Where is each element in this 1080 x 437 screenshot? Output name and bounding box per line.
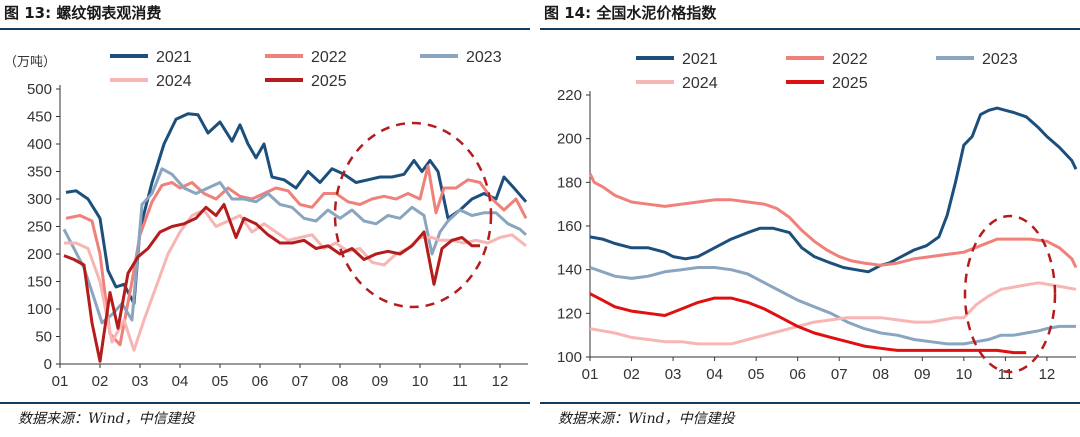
y-tick-label: 220 [557, 87, 582, 104]
unit-label: （万吨） [4, 54, 56, 69]
title-rule [540, 28, 1080, 30]
highlight-ellipse [963, 214, 1057, 374]
highlight-ellipse [333, 121, 493, 309]
y-tick-label: 100 [557, 349, 582, 366]
y-tick-label: 200 [27, 246, 52, 263]
x-tick-label: 01 [52, 373, 69, 390]
x-tick-label: 12 [492, 373, 509, 390]
chart-panel-steel: 图 13: 螺纹钢表观消费 0 50 100 150 200 250 300 350 400 45… [0, 0, 530, 437]
x-tick-label: 11 [998, 366, 1014, 383]
series-line-2025 [589, 292, 1027, 355]
y-tick-label: 0 [44, 356, 52, 373]
y-tick-label: 180 [557, 174, 582, 191]
series-line-2025 [63, 203, 480, 363]
source-rule [540, 402, 1080, 404]
series-line-2024 [64, 208, 527, 352]
x-tick-label: 05 [212, 373, 229, 390]
y-tick-label: 300 [27, 191, 52, 208]
y-tick-label: 450 [27, 109, 52, 126]
legend-label-2022: 2022 [832, 51, 868, 68]
series-line-2022 [588, 172, 1078, 269]
x-tick-label: 04 [172, 373, 189, 390]
legend-label-2025: 2025 [832, 75, 868, 92]
x-tick-label: 11 [452, 373, 468, 390]
x-tick-label: 07 [292, 373, 309, 390]
y-tick-label: 400 [27, 136, 52, 153]
y-tick-label: 50 [35, 329, 52, 346]
x-tick-label: 08 [872, 366, 889, 383]
y-tick-label: 100 [27, 301, 52, 318]
y-tick-label: 140 [557, 262, 582, 279]
y-tick-label: 500 [27, 81, 52, 98]
x-tick-label: 03 [665, 366, 682, 383]
source-note: 数据来源：Wind，中信建投 [18, 411, 195, 427]
x-tick-label: 09 [372, 373, 389, 390]
y-tick-label: 250 [27, 219, 52, 236]
series-line-2023 [589, 266, 1076, 346]
x-tick-label: 05 [748, 366, 765, 383]
chart-panel-cement: 图 14: 全国水泥价格指数 100 120 140 160 180 200 220 01 02… [540, 0, 1080, 437]
x-tick-label: 07 [831, 366, 848, 383]
x-tick-label: 01 [582, 366, 599, 383]
source-note: 数据来源：Wind，中信建投 [558, 411, 735, 427]
x-tick-label: 12 [1039, 366, 1056, 383]
legend-label-2021: 2021 [682, 51, 718, 68]
chart-title: 图 14: 全国水泥价格指数 [544, 4, 717, 22]
series-line-2024 [589, 281, 1077, 346]
legend-label-2024: 2024 [156, 73, 192, 90]
x-tick-label: 10 [412, 373, 429, 390]
x-tick-label: 10 [956, 366, 973, 383]
series-line-2021 [589, 106, 1078, 274]
x-tick-label: 06 [789, 366, 806, 383]
x-tick-label: 02 [623, 366, 640, 383]
x-tick-label: 09 [914, 366, 931, 383]
x-tick-label: 08 [332, 373, 349, 390]
legend-label-2022: 2022 [311, 49, 347, 66]
legend-label-2024: 2024 [682, 75, 718, 92]
x-tick-label: 03 [132, 373, 149, 390]
y-tick-label: 120 [557, 305, 582, 322]
x-tick-label: 04 [706, 366, 723, 383]
steel-consumption-chart: 0 50 100 150 200 250 300 350 400 450 500 01 02 03 04 05… [4, 49, 528, 390]
y-tick-label: 200 [557, 131, 582, 148]
series-line-2022 [65, 164, 528, 347]
x-tick-label: 02 [92, 373, 109, 390]
cement-price-chart: 100 120 140 160 180 200 220 01 02 03 04 05 06 07 08 09 1… [557, 51, 1078, 383]
legend-label-2021: 2021 [156, 49, 192, 66]
legend-label-2023: 2023 [466, 49, 502, 66]
chart-title: 图 13: 螺纹钢表观消费 [4, 4, 162, 22]
title-rule [0, 28, 530, 30]
y-tick-label: 160 [557, 218, 582, 235]
legend-label-2023: 2023 [982, 51, 1018, 68]
source-rule [0, 402, 530, 404]
y-tick-label: 150 [27, 274, 52, 291]
x-tick-label: 06 [252, 373, 269, 390]
legend-label-2025: 2025 [311, 73, 347, 90]
series-line-2023 [62, 167, 528, 325]
y-tick-label: 350 [27, 164, 52, 181]
